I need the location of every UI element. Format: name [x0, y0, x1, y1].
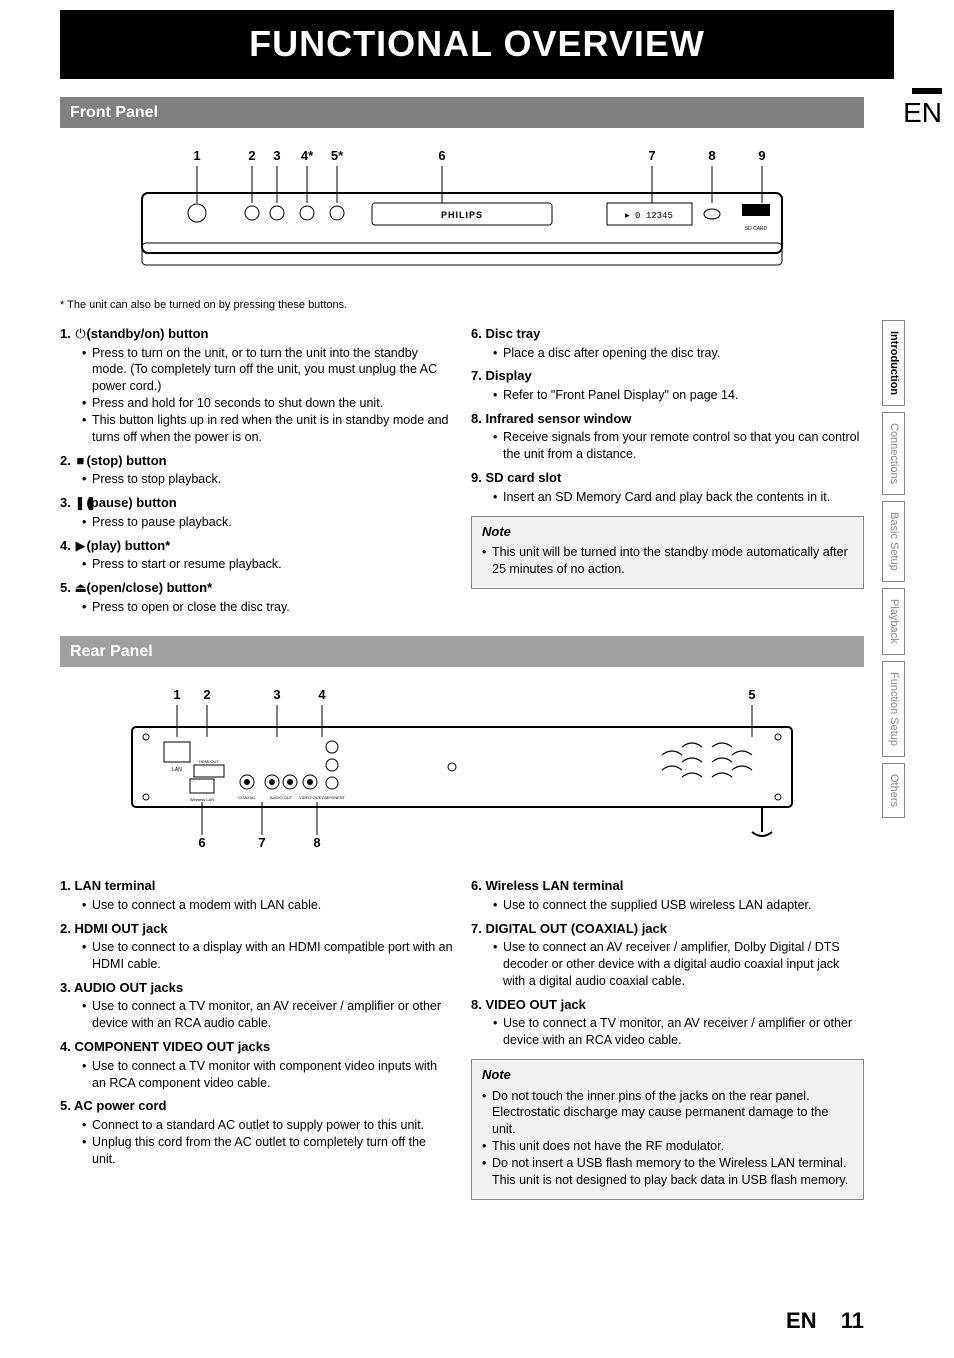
svg-text:PHILIPS: PHILIPS	[441, 210, 483, 220]
front-panel-diagram: 1 2 3 4* 5* 6 7 8 9 PHILIPS	[60, 148, 864, 278]
tab-introduction[interactable]: Introduction	[882, 320, 905, 406]
svg-text:5*: 5*	[331, 148, 344, 163]
item: 7. DisplayRefer to "Front Panel Display"…	[471, 367, 864, 403]
svg-text:LAN: LAN	[172, 767, 182, 773]
svg-text:4: 4	[318, 687, 326, 702]
rear-note-list: Do not touch the inner pins of the jacks…	[482, 1088, 853, 1189]
svg-text:▸ 0 12345: ▸ 0 12345	[625, 211, 673, 221]
front-items-right: 6. Disc trayPlace a disc after opening t…	[471, 325, 864, 506]
note-title: Note	[482, 1066, 853, 1084]
note-title: Note	[482, 523, 853, 541]
item: 8. Infrared sensor windowReceive signals…	[471, 410, 864, 463]
item: 7. DIGITAL OUT (COAXIAL) jackUse to conn…	[471, 920, 864, 990]
svg-text:8: 8	[708, 148, 715, 163]
page-title-banner: FUNCTIONAL OVERVIEW	[60, 10, 894, 79]
svg-text:COAXIAL: COAXIAL	[238, 795, 256, 800]
rear-items-right: 6. Wireless LAN terminalUse to connect t…	[471, 877, 864, 1049]
rear-note-box: Note Do not touch the inner pins of the …	[471, 1059, 864, 1200]
item: 1. LAN terminalUse to connect a modem wi…	[60, 877, 453, 913]
footer-page-number: 11	[841, 1308, 864, 1333]
footer-lang: EN	[786, 1308, 817, 1333]
svg-text:2: 2	[203, 687, 210, 702]
svg-text:1: 1	[173, 687, 180, 702]
svg-text:2: 2	[248, 148, 255, 163]
item: 8. VIDEO OUT jackUse to connect a TV mon…	[471, 996, 864, 1049]
tab-function-setup[interactable]: Function Setup	[882, 661, 905, 757]
svg-text:8: 8	[313, 835, 320, 850]
front-footnote: * The unit can also be turned on by pres…	[60, 298, 864, 313]
svg-text:AUDIO OUT: AUDIO OUT	[270, 795, 293, 800]
item: 2. ■ (stop) buttonPress to stop playback…	[60, 452, 453, 488]
front-note-list: This unit will be turned into the standb…	[482, 544, 853, 578]
button-icon: ▶	[74, 537, 86, 555]
svg-text:7: 7	[258, 835, 265, 850]
svg-text:9: 9	[758, 148, 765, 163]
item: 4. ▶ (play) button*Press to start or res…	[60, 537, 453, 573]
section-front-panel: Front Panel	[60, 97, 864, 129]
item: 3. ❚❚ (pause) buttonPress to pause playb…	[60, 494, 453, 530]
svg-text:6: 6	[438, 148, 445, 163]
svg-text:4*: 4*	[301, 148, 314, 163]
item: 5. ⏏ (open/close) button*Press to open o…	[60, 579, 453, 615]
tab-others[interactable]: Others	[882, 763, 905, 818]
svg-text:7: 7	[648, 148, 655, 163]
side-tabs: Introduction Connections Basic Setup Pla…	[882, 320, 942, 824]
item: 3. AUDIO OUT jacksUse to connect a TV mo…	[60, 979, 453, 1032]
item: 6. Disc trayPlace a disc after opening t…	[471, 325, 864, 361]
button-icon: ❚❚	[74, 494, 86, 512]
item: 1. ⏻ (standby/on) buttonPress to turn on…	[60, 325, 453, 446]
item: 4. COMPONENT VIDEO OUT jacksUse to conne…	[60, 1038, 453, 1091]
rear-panel-diagram: 1 2 3 4 5 6 7 8 LAN Wireless LAN HDMI OUT	[60, 687, 864, 857]
item: 5. AC power cordConnect to a standard AC…	[60, 1097, 453, 1167]
item: 2. HDMI OUT jackUse to connect to a disp…	[60, 920, 453, 973]
svg-text:3: 3	[273, 148, 280, 163]
svg-text:Wireless LAN: Wireless LAN	[190, 797, 214, 802]
button-icon: ⏻	[74, 325, 86, 343]
page-footer: EN 11	[786, 1306, 864, 1336]
rear-items-left: 1. LAN terminalUse to connect a modem wi…	[60, 877, 453, 1167]
svg-text:SD CARD: SD CARD	[745, 226, 768, 232]
language-badge: EN	[903, 94, 942, 132]
svg-text:HDMI OUT: HDMI OUT	[199, 759, 219, 764]
svg-text:1: 1	[193, 148, 200, 163]
tab-connections[interactable]: Connections	[882, 412, 905, 495]
svg-text:COMPONENT: COMPONENT	[319, 795, 346, 800]
item: 6. Wireless LAN terminalUse to connect t…	[471, 877, 864, 913]
item: 9. SD card slotInsert an SD Memory Card …	[471, 469, 864, 505]
svg-text:3: 3	[273, 687, 280, 702]
svg-text:6: 6	[198, 835, 205, 850]
front-note-box: Note This unit will be turned into the s…	[471, 516, 864, 589]
section-rear-panel: Rear Panel	[60, 636, 864, 668]
button-icon: ⏏	[74, 579, 86, 597]
svg-text:5: 5	[748, 687, 755, 702]
button-icon: ■	[74, 452, 86, 470]
tab-playback[interactable]: Playback	[882, 588, 905, 655]
tab-basic-setup[interactable]: Basic Setup	[882, 501, 905, 582]
front-items-left: 1. ⏻ (standby/on) buttonPress to turn on…	[60, 325, 453, 615]
